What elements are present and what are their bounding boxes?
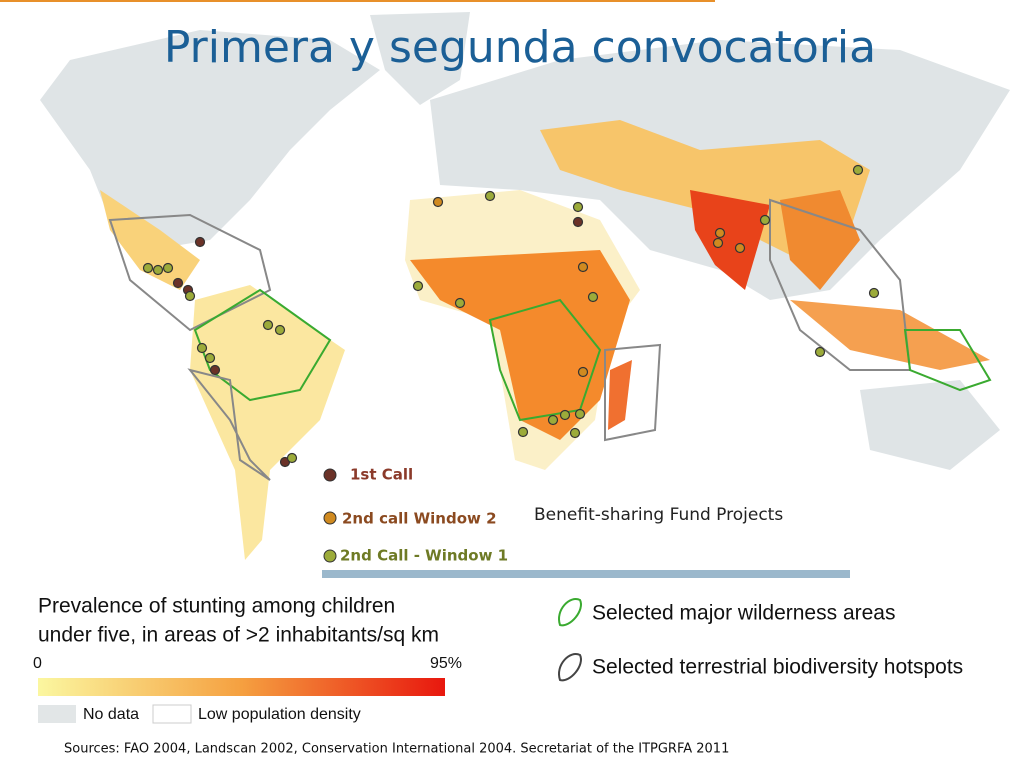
legend-title: under five, in areas of >2 inhabitants/s… xyxy=(38,624,439,647)
low-density-label: Low population density xyxy=(198,706,361,723)
call-label: 2nd call Window 2 xyxy=(342,510,497,528)
title: Primera y segunda convocatoria xyxy=(164,22,876,73)
world-map xyxy=(40,12,1010,560)
project-marker xyxy=(274,324,286,336)
divider xyxy=(322,570,850,578)
project-marker xyxy=(569,427,581,439)
project-marker xyxy=(547,414,559,426)
area-legend: Selected terrestrial biodiversity hotspo… xyxy=(592,656,963,679)
project-marker xyxy=(868,287,880,299)
call-label: 2nd Call - Window 1 xyxy=(340,547,508,565)
hotspot-icon xyxy=(558,653,582,682)
calls-caption: Benefit-sharing Fund Projects xyxy=(534,505,783,525)
project-marker xyxy=(204,352,216,364)
project-marker xyxy=(152,264,164,276)
project-marker xyxy=(142,262,154,274)
project-marker xyxy=(209,364,221,376)
project-marker xyxy=(412,280,424,292)
project-marker xyxy=(484,190,496,202)
project-marker xyxy=(172,277,184,289)
project-marker xyxy=(559,409,571,421)
sources: Sources: FAO 2004, Landscan 2002, Conser… xyxy=(64,742,729,757)
legend-title: Prevalence of stunting among children xyxy=(38,595,395,618)
project-marker xyxy=(454,297,466,309)
project-markers xyxy=(142,164,880,468)
area-legend: Selected major wilderness areas xyxy=(592,602,895,625)
color-scale xyxy=(38,678,445,696)
project-marker xyxy=(517,426,529,438)
project-marker xyxy=(162,262,174,274)
project-marker xyxy=(714,227,726,239)
legend-dot xyxy=(323,468,337,482)
project-marker xyxy=(432,196,444,208)
project-marker xyxy=(262,319,274,331)
project-marker xyxy=(286,452,298,464)
project-marker xyxy=(577,261,589,273)
project-marker xyxy=(572,201,584,213)
project-marker xyxy=(184,290,196,302)
project-marker xyxy=(572,216,584,228)
project-marker xyxy=(759,214,771,226)
project-marker xyxy=(852,164,864,176)
project-marker xyxy=(574,408,586,420)
project-marker xyxy=(814,346,826,358)
low-density-swatch xyxy=(152,704,192,724)
no-data-label: No data xyxy=(83,706,139,723)
call-label: 1st Call xyxy=(350,466,413,484)
scale-min: 0 xyxy=(33,655,42,672)
project-marker xyxy=(196,342,208,354)
project-marker xyxy=(194,236,206,248)
wilderness-icon xyxy=(558,598,582,627)
no-data-swatch xyxy=(38,705,76,723)
scale-max: 95% xyxy=(430,655,462,672)
project-marker xyxy=(587,291,599,303)
legend-dot xyxy=(323,511,337,525)
project-marker xyxy=(734,242,746,254)
project-marker xyxy=(712,237,724,249)
project-marker xyxy=(577,366,589,378)
legend-dot xyxy=(323,549,337,563)
